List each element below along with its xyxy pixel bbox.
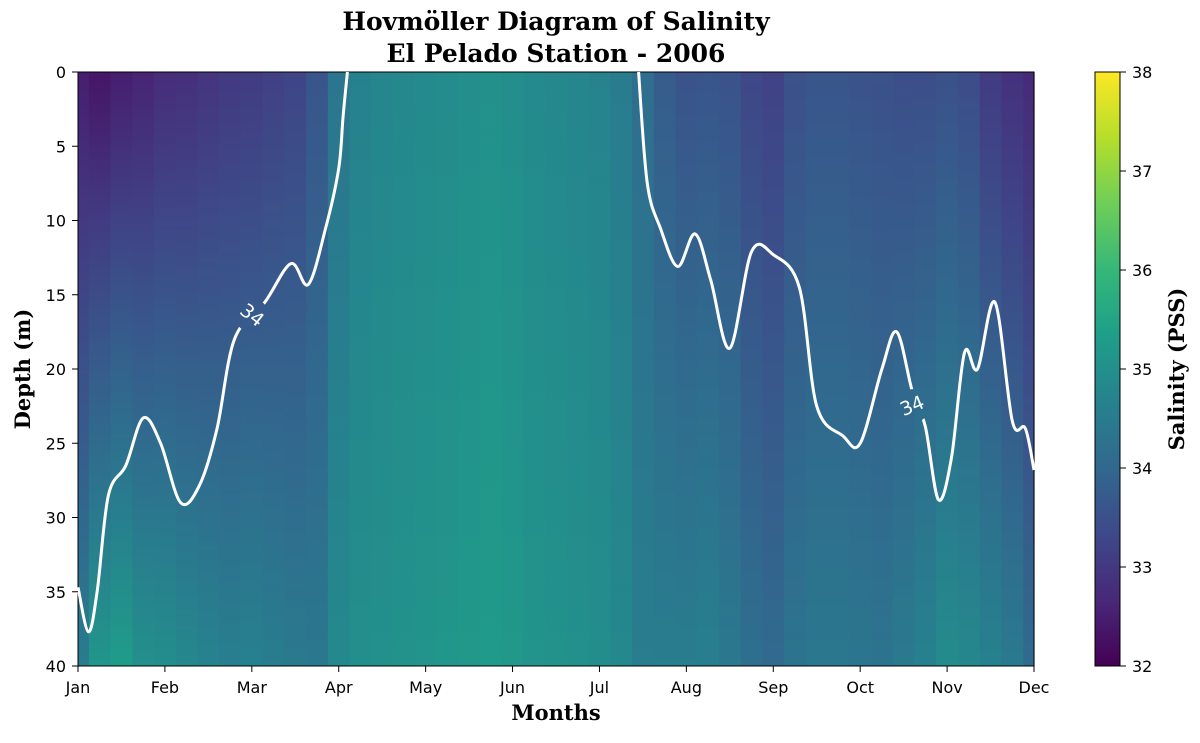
y-tick-label: 0 — [56, 63, 66, 82]
heatmap-column — [501, 72, 525, 666]
heatmap-column — [957, 72, 981, 666]
heatmap-column — [110, 72, 133, 666]
heatmap-column — [936, 72, 959, 666]
plot-area — [77, 71, 1035, 667]
chart-title: Hovmöller Diagram of Salinity — [342, 7, 771, 36]
colorbar: 32 33 34 35 36 37 38 — [1094, 63, 1152, 676]
x-axis-label: Months — [511, 700, 600, 725]
heatmap-column — [740, 72, 764, 666]
colorbar-tick-label: 38 — [1132, 63, 1152, 82]
heatmap-column — [566, 72, 590, 666]
heatmap-column — [132, 72, 155, 666]
heatmap-column — [675, 72, 698, 666]
x-tick-label: Dec — [1019, 678, 1050, 697]
heatmap-column — [805, 72, 829, 666]
colorbar-label: Salinity (PSS) — [1164, 288, 1189, 451]
x-tick-label: Jun — [499, 678, 525, 697]
x-tick-label: May — [409, 678, 442, 697]
x-tick-label: Aug — [671, 678, 702, 697]
heatmap-column — [762, 72, 785, 666]
heatmap-column — [1001, 72, 1024, 666]
x-axis: Jan Feb Mar Apr May Jun Jul Aug Sep Oct Nov Dec — [65, 666, 1050, 697]
heatmap-column — [284, 72, 307, 666]
y-tick-label: 25 — [46, 434, 66, 453]
heatmap-column — [78, 72, 90, 666]
x-tick-label: Jan — [65, 678, 91, 697]
heatmap-column — [914, 72, 937, 666]
heatmap-column — [979, 72, 1003, 666]
x-tick-label: Feb — [151, 678, 179, 697]
heatmap-column — [827, 72, 850, 666]
heatmap-column — [393, 72, 416, 666]
y-tick-label: 40 — [46, 657, 66, 676]
y-tick-label: 15 — [46, 286, 66, 305]
heatmap-column — [371, 72, 394, 666]
heatmap-column — [632, 72, 655, 666]
heatmap-column — [414, 72, 438, 666]
heatmap-column — [349, 72, 372, 666]
colorbar-gradient — [1094, 71, 1121, 667]
heatmap-column — [588, 72, 611, 666]
chart-subtitle: El Pelado Station - 2006 — [387, 39, 726, 68]
x-tick-label: Sep — [758, 678, 788, 697]
colorbar-tick-label: 32 — [1132, 657, 1152, 676]
y-tick-label: 30 — [46, 509, 66, 528]
colorbar-tick-label: 34 — [1132, 459, 1152, 478]
heatmap-column — [154, 72, 177, 666]
heatmap-column — [306, 72, 329, 666]
contour-line — [637, 71, 1036, 502]
contour-line — [76, 71, 349, 634]
x-tick-label: Mar — [237, 678, 268, 697]
heatmap-column — [240, 72, 264, 666]
x-tick-label: Nov — [931, 678, 962, 697]
heatmap-column — [436, 72, 459, 666]
heatmap-column — [479, 72, 503, 666]
y-axis: 0 5 10 15 20 25 30 35 40 — [46, 63, 78, 676]
colorbar-tick-label: 35 — [1132, 360, 1152, 379]
heatmap-column — [653, 72, 677, 666]
heatmap-column — [849, 72, 872, 666]
heatmap-column — [545, 72, 568, 666]
colorbar-tick-label: 33 — [1132, 558, 1152, 577]
y-tick-label: 35 — [46, 583, 66, 602]
heatmap-column — [697, 72, 720, 666]
heatmap-column — [784, 72, 807, 666]
heatmap-column — [1023, 72, 1035, 666]
heatmap-column — [219, 72, 242, 666]
heatmap-column — [523, 72, 546, 666]
heatmap-column — [175, 72, 199, 666]
x-tick-label: Apr — [325, 678, 353, 697]
heatmap-column — [458, 72, 481, 666]
y-tick-label: 20 — [46, 360, 66, 379]
heatmap-column — [262, 72, 286, 666]
y-axis-label: Depth (m) — [10, 309, 35, 430]
heatmap-column — [197, 72, 220, 666]
y-tick-label: 5 — [56, 137, 66, 156]
colorbar-tick-label: 37 — [1132, 162, 1152, 181]
heatmap-column — [610, 72, 633, 666]
heatmap-column — [327, 72, 351, 666]
x-tick-label: Jul — [589, 678, 609, 697]
y-tick-label: 10 — [46, 212, 66, 231]
colorbar-tick-label: 36 — [1132, 261, 1152, 280]
heatmap-column — [718, 72, 742, 666]
heatmap-column — [892, 72, 916, 666]
x-tick-label: Oct — [846, 678, 874, 697]
